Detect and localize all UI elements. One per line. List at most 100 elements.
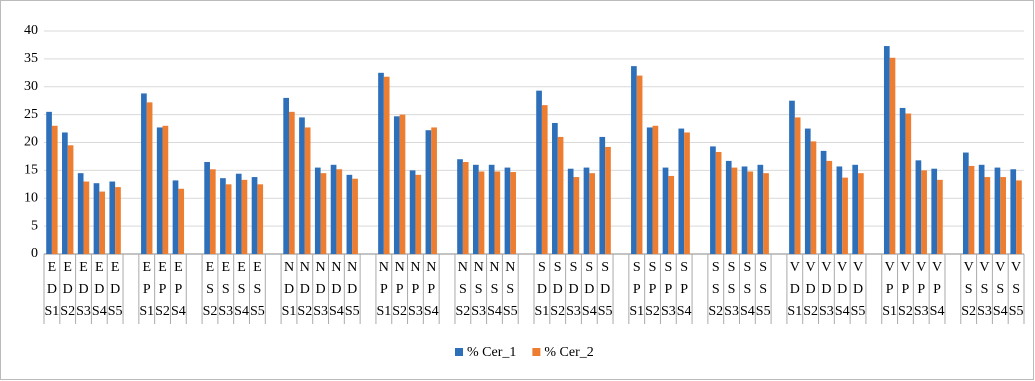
bar — [378, 72, 384, 254]
x-tick-label: S3 — [977, 304, 992, 319]
x-tick-label: E — [48, 260, 57, 275]
x-tick-label: N — [505, 260, 515, 275]
bar — [346, 174, 353, 254]
x-tick-label: E — [79, 260, 88, 275]
x-tick-label: V — [821, 260, 831, 275]
x-tick-label: S3 — [471, 304, 486, 319]
x-tick-label: P — [933, 282, 941, 297]
bar — [320, 173, 327, 254]
bar — [62, 132, 68, 254]
x-tick-label: S — [633, 260, 641, 275]
bar — [67, 145, 74, 254]
legend-swatch — [532, 348, 541, 356]
bar — [668, 175, 675, 254]
x-tick-label: N — [379, 260, 389, 275]
x-tick-label: S5 — [1009, 304, 1024, 319]
x-tick-label: N — [489, 260, 499, 275]
y-tick-label: 40 — [24, 23, 38, 38]
bar — [962, 152, 969, 254]
x-tick-label: P — [680, 282, 688, 297]
x-tick-label: E — [253, 260, 262, 275]
bar — [757, 164, 764, 254]
bar — [1000, 177, 1006, 254]
bar — [842, 177, 848, 254]
x-tick-label: V — [853, 260, 863, 275]
x-tick-label: S3 — [661, 304, 676, 319]
x-tick-label: E — [206, 260, 215, 275]
x-tick-label: E — [95, 260, 104, 275]
bar — [937, 179, 943, 254]
bar — [172, 180, 179, 254]
x-tick-label: D — [821, 282, 831, 297]
x-tick-label: S4 — [92, 304, 107, 319]
x-tick-label: D — [110, 282, 120, 297]
bar — [241, 179, 248, 254]
bar — [536, 90, 542, 254]
x-tick-label: S — [506, 282, 514, 297]
x-tick-label: N — [300, 260, 310, 275]
bar — [763, 173, 769, 254]
bar — [731, 167, 738, 254]
bar — [820, 150, 827, 254]
x-tick-label: S2 — [645, 304, 660, 319]
x-tick-label: S — [475, 282, 483, 297]
x-tick-label: E — [158, 260, 167, 275]
bar — [399, 114, 406, 254]
bar — [583, 167, 590, 254]
bar — [146, 102, 153, 254]
x-tick-label: S1 — [45, 304, 60, 319]
x-tick-label: S3 — [819, 304, 834, 319]
x-tick-label: S5 — [756, 304, 771, 319]
x-tick-label: D — [94, 282, 104, 297]
bar — [789, 100, 795, 254]
x-tick-label: S — [222, 282, 230, 297]
x-tick-label: V — [900, 260, 910, 275]
x-tick-label: E — [111, 260, 120, 275]
bar — [905, 113, 912, 254]
bar — [457, 159, 463, 254]
x-tick-label: S — [459, 282, 467, 297]
bar — [631, 66, 637, 254]
bar — [804, 128, 811, 254]
x-tick-label: D — [63, 282, 73, 297]
y-tick-label: 25 — [24, 107, 38, 122]
x-tick-label: S5 — [851, 304, 866, 319]
bar — [915, 160, 922, 254]
x-tick-label: S — [712, 260, 720, 275]
x-tick-label: S4 — [234, 304, 249, 319]
bar — [994, 167, 1001, 254]
x-tick-label: V — [1011, 260, 1021, 275]
x-tick-label: V — [806, 260, 816, 275]
bar — [83, 181, 90, 254]
bar — [557, 136, 564, 254]
x-tick-label: S4 — [329, 304, 344, 319]
x-tick-label: S — [759, 260, 767, 275]
bar — [488, 164, 495, 254]
x-tick-label: S3 — [724, 304, 739, 319]
bar — [978, 164, 985, 254]
x-tick-label: N — [284, 260, 294, 275]
bar — [478, 171, 485, 254]
bar — [156, 127, 163, 254]
x-tick-label: S — [728, 260, 736, 275]
y-tick-label: 30 — [24, 79, 38, 94]
bar — [204, 162, 210, 254]
x-tick-label: S1 — [282, 304, 297, 319]
x-tick-label: V — [964, 260, 974, 275]
bar — [93, 183, 100, 254]
bar — [1010, 169, 1017, 254]
x-tick-label: D — [853, 282, 863, 297]
x-tick-label: S3 — [76, 304, 91, 319]
bar — [725, 160, 732, 254]
x-tick-label: D — [347, 282, 357, 297]
x-tick-label: P — [143, 282, 151, 297]
x-tick-label: S — [491, 282, 499, 297]
bar — [567, 168, 574, 254]
x-tick-label: S1 — [882, 304, 897, 319]
bar — [46, 111, 52, 255]
bar — [684, 132, 690, 254]
x-tick-label: S — [759, 282, 767, 297]
bar — [251, 177, 258, 254]
legend-label: % Cer_1 — [467, 345, 516, 360]
x-tick-label: S — [554, 260, 562, 275]
